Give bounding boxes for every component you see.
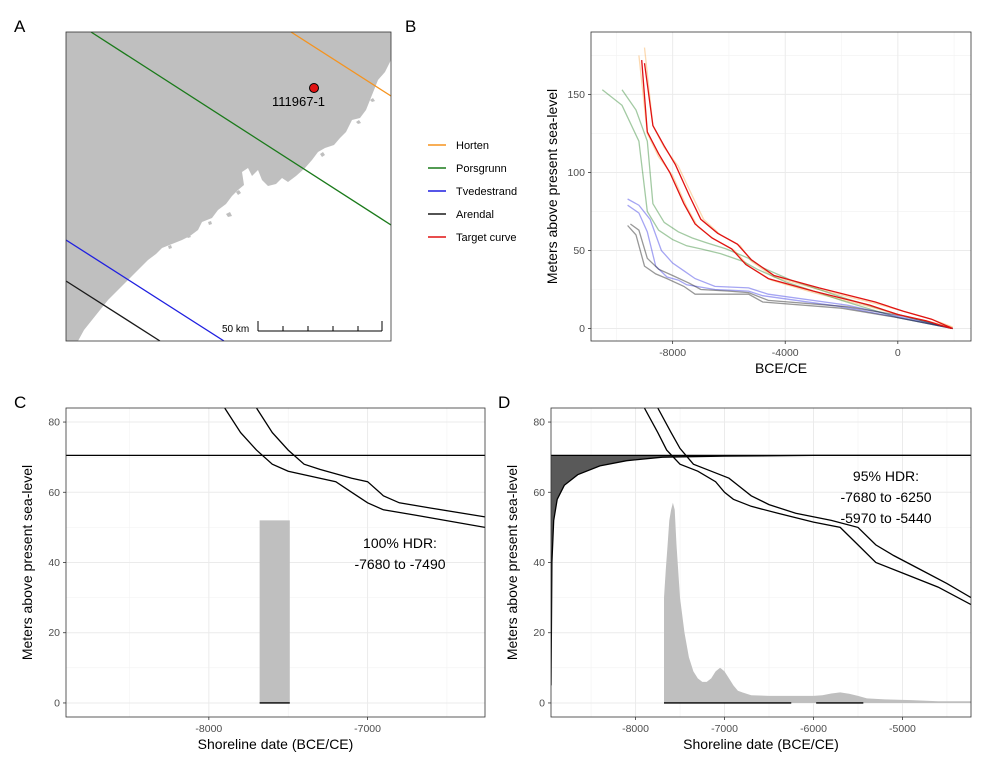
map-land (66, 32, 391, 341)
hdr-annotation-line: -5970 to -5440 (840, 510, 931, 526)
x-tick-label: -4000 (772, 347, 799, 359)
site-label: 111967-1 (272, 94, 325, 109)
tvedestrand-isobase (66, 239, 225, 341)
x-tick-label: -8000 (659, 347, 686, 359)
y-axis-title: Meters above present sea-level (504, 465, 520, 660)
x-tick-label: -7000 (354, 723, 381, 735)
shoreline-lower-line (643, 408, 971, 606)
scale-bar: 50 km (222, 321, 383, 335)
porsgrunn-lower-line (601, 89, 953, 330)
x-tick-label: -8000 (622, 723, 649, 735)
y-tick-label: 80 (48, 417, 60, 429)
x-axis-title: Shoreline date (BCE/CE) (198, 736, 354, 752)
shoreline-upper-line (657, 408, 971, 599)
hdr-annotation-line: 100% HDR: (363, 535, 437, 551)
x-tick-label: -8000 (195, 723, 222, 735)
chart-d: -8000 -7000 -6000 -5000 0 20 40 60 80 Shoreline d… (504, 407, 972, 752)
chart-d-marks (551, 408, 971, 704)
plot-border (65, 407, 486, 718)
x-tick-label: -7000 (711, 723, 738, 735)
x-tick-label: -6000 (800, 723, 827, 735)
y-tick-label: 0 (539, 697, 545, 709)
chart-c-marks (66, 408, 485, 704)
x-tick-label: -5000 (889, 723, 916, 735)
target-curve-upper-line (643, 63, 953, 330)
chart-b: -8000 -4000 0 0 50 100 150 BCE/CE Meters above p… (544, 31, 972, 376)
chart-b-series (601, 47, 953, 330)
y-tick-label: 80 (533, 417, 545, 429)
horten-isobase (290, 32, 391, 97)
legend: Horten Porsgrunn Tvedestrand Arendal Tar… (428, 140, 517, 244)
tvedestrand-lower-line (627, 204, 953, 330)
y-tick-label: 0 (54, 697, 60, 709)
plot-border (550, 407, 972, 718)
legend-label-target-curve: Target curve (456, 232, 517, 244)
panel-c-letter: C (14, 393, 26, 412)
x-tick-label: 0 (895, 347, 901, 359)
y-tick-label: 100 (567, 167, 585, 179)
target-curve-lower-line (641, 60, 952, 330)
shoreline-upper-line (255, 408, 485, 518)
hdr-annotation-line: 95% HDR: (853, 468, 919, 484)
legend-label-tvedestrand: Tvedestrand (456, 186, 517, 198)
map-border (65, 31, 392, 342)
y-axis-title: Meters above present sea-level (544, 89, 560, 284)
panel-b-letter: B (405, 17, 416, 36)
porsgrunn-isobase (90, 32, 391, 226)
legend-label-horten: Horten (456, 140, 489, 152)
y-tick-label: 60 (533, 487, 545, 499)
map-area: 111967-1 50 km (66, 32, 391, 341)
panel-d-letter: D (498, 393, 510, 412)
legend-label-arendal: Arendal (456, 209, 494, 221)
panel-a: A 111967-1 50 km (14, 17, 392, 342)
y-tick-label: 0 (579, 323, 585, 335)
y-tick-label: 60 (48, 487, 60, 499)
arendal-lower-line (627, 225, 953, 330)
site-marker (309, 83, 319, 93)
density-area (664, 502, 971, 703)
y-tick-label: 20 (533, 627, 545, 639)
y-tick-label: 150 (567, 89, 585, 101)
x-axis-title: BCE/CE (755, 360, 807, 376)
legend-label-porsgrunn: Porsgrunn (456, 163, 507, 175)
density-bar (259, 520, 290, 703)
scale-label: 50 km (222, 324, 249, 335)
arendal-isobase (66, 280, 161, 341)
x-axis-title: Shoreline date (BCE/CE) (683, 736, 839, 752)
y-tick-label: 20 (48, 627, 60, 639)
porsgrunn-upper-line (621, 89, 953, 330)
y-tick-label: 40 (48, 557, 60, 569)
plot-border (590, 31, 972, 342)
tvedestrand-upper-line (627, 198, 953, 330)
y-tick-label: 50 (573, 245, 585, 257)
chart-c: -8000 -7000 0 20 40 60 80 Shoreline date (BCE/C… (19, 407, 486, 752)
panel-a-letter: A (14, 17, 26, 36)
hdr-annotation-line: -7680 to -7490 (354, 556, 445, 572)
arendal-upper-line (630, 223, 953, 330)
y-axis-title: Meters above present sea-level (19, 465, 35, 660)
shoreline-lower-line (224, 408, 485, 529)
y-tick-label: 40 (533, 557, 545, 569)
hdr-annotation-line: -7680 to -6250 (840, 489, 931, 505)
